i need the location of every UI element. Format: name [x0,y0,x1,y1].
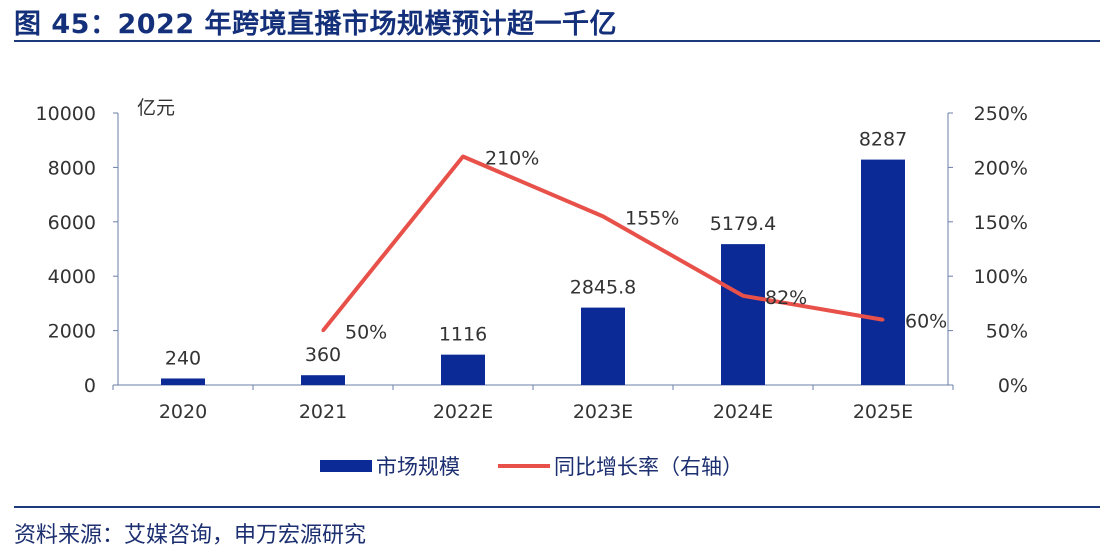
left-tick-label: 2000 [48,321,96,343]
bar-data-label: 360 [305,344,341,366]
line-data-label: 155% [625,207,679,229]
growth-point-2021 [321,329,325,333]
chart: 0 2000 4000 6000 8000 10000 0% 50% 100% 150% 200% 2… [36,97,1028,479]
x-tick-label: 2021 [299,401,347,423]
legend-bar-swatch [320,460,372,472]
right-tick-label: 250% [974,103,1028,125]
left-tick-label: 10000 [36,103,96,125]
right-tick-label: 50% [986,321,1028,343]
growth-point-2024E [741,294,745,298]
line-data-label: 82% [765,287,807,309]
bar-data-label: 1116 [439,324,487,346]
right-tick-label: 100% [974,266,1028,288]
bar-2021 [301,375,345,385]
x-tick-label: 2024E [713,401,773,423]
bar-data-label: 240 [165,347,201,369]
left-tick-label: 4000 [48,266,96,288]
bar-2025E [861,159,905,385]
right-tick-label: 150% [974,212,1028,234]
legend-bar-label: 市场规模 [376,455,460,479]
legend-line-label: 同比增长率（右轴） [554,455,743,479]
left-axis-unit: 亿元 [137,97,175,119]
x-tick-label: 2022E [433,401,493,423]
bar-data-label: 5179.4 [710,213,776,235]
growth-point-2025E [881,318,885,322]
growth-point-2023E [601,214,605,218]
bar-2024E [721,244,765,385]
bar-data-label: 8287 [859,129,907,151]
line-data-label: 50% [345,322,387,344]
line-data-label: 60% [905,311,947,333]
right-tick-label: 0% [998,375,1028,397]
x-tick-label: 2020 [159,401,207,423]
x-tick-label: 2023E [573,401,633,423]
bar-2022E [441,354,485,385]
x-tick-label: 2025E [853,401,913,423]
bar-2023E [581,307,625,385]
growth-point-2022E [461,155,465,159]
right-tick-label: 200% [974,157,1028,179]
source-note: 资料来源：艾媒咨询，申万宏源研究 [14,523,367,548]
bar-2020 [161,378,205,385]
left-tick-label: 0 [84,375,96,397]
bar-data-label: 2845.8 [570,277,636,299]
source-divider [14,506,1100,508]
left-tick-label: 8000 [48,157,96,179]
line-data-label: 210% [485,148,539,170]
left-tick-label: 6000 [48,212,96,234]
figure-title: 图 45：2022 年跨境直播市场规模预计超一千亿 [14,9,618,40]
title-divider [14,40,1100,42]
